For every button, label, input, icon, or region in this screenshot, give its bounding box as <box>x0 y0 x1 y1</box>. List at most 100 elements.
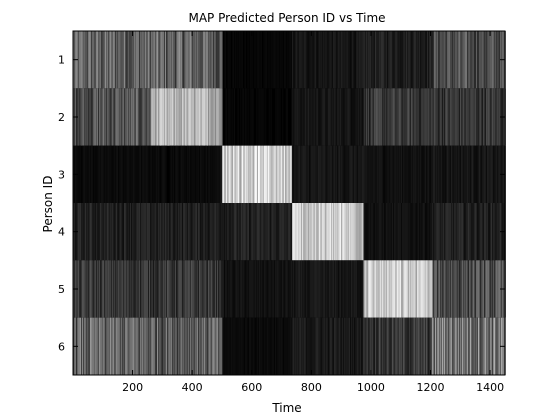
heatmap-cell <box>207 317 209 375</box>
heatmap-cell <box>114 317 116 375</box>
heatmap-cell <box>248 31 250 89</box>
heatmap-cell <box>400 145 402 203</box>
heatmap-cell <box>257 203 259 261</box>
heatmap-cell <box>129 88 131 146</box>
heatmap-cell <box>92 203 94 261</box>
heatmap-cell <box>426 260 428 318</box>
heatmap-cell <box>415 88 417 146</box>
heatmap-cell <box>434 203 437 261</box>
heatmap-cell <box>107 88 110 146</box>
heatmap-cell <box>493 317 495 375</box>
heatmap-cell <box>298 31 300 89</box>
heatmap-cell <box>174 31 176 89</box>
heatmap-cell <box>207 203 210 261</box>
heatmap-cell <box>165 317 167 375</box>
heatmap-cell <box>218 203 220 261</box>
heatmap-cell <box>189 260 191 318</box>
heatmap-cell <box>449 317 451 375</box>
heatmap-cell <box>475 260 477 318</box>
heatmap-cell <box>374 31 376 89</box>
heatmap-cell <box>361 88 363 146</box>
heatmap-cell <box>412 31 414 89</box>
heatmap-cell <box>477 145 480 203</box>
heatmap-cell <box>295 317 297 375</box>
heatmap-cell <box>467 203 469 261</box>
heatmap-cell <box>396 317 398 375</box>
heatmap-cell <box>190 317 193 375</box>
heatmap-cell <box>181 317 183 375</box>
heatmap-cell <box>403 145 405 203</box>
heatmap-cell <box>408 317 410 375</box>
heatmap-cell <box>219 145 221 203</box>
heatmap-cell <box>91 203 93 261</box>
heatmap-cell <box>289 31 291 89</box>
heatmap-cell <box>190 88 193 146</box>
heatmap-cell <box>268 145 270 203</box>
heatmap-cell <box>127 88 129 146</box>
heatmap-cell <box>298 145 300 203</box>
heatmap-cell <box>364 260 366 318</box>
heatmap-cell <box>313 317 315 375</box>
heatmap-cell <box>125 203 127 261</box>
heatmap-cell <box>315 145 317 203</box>
heatmap-cell <box>140 31 143 89</box>
heatmap-cell <box>243 260 245 318</box>
heatmap-cell <box>471 145 473 203</box>
heatmap-cell <box>323 145 325 203</box>
heatmap-cell <box>157 260 159 318</box>
heatmap-cell <box>459 31 461 89</box>
heatmap-cell <box>379 145 381 203</box>
heatmap-cell <box>147 88 149 146</box>
heatmap-cell <box>465 203 467 261</box>
heatmap-cell <box>297 317 299 375</box>
heatmap-cell <box>353 203 355 261</box>
heatmap-cell <box>276 203 278 261</box>
heatmap-cell <box>375 31 377 89</box>
heatmap-cell <box>455 88 457 146</box>
heatmap-cell <box>249 203 251 261</box>
heatmap-cell <box>404 260 406 318</box>
heatmap-cell <box>367 31 370 89</box>
heatmap-cell <box>434 31 436 89</box>
heatmap-cell <box>348 31 350 89</box>
heatmap-cell <box>354 260 356 318</box>
heatmap-cell <box>391 317 393 375</box>
heatmap-cell <box>156 203 158 261</box>
heatmap-cell <box>438 31 440 89</box>
heatmap-cell <box>199 88 202 146</box>
heatmap-cell <box>79 145 81 203</box>
heatmap-cell <box>487 31 489 89</box>
heatmap-cell <box>141 317 144 375</box>
heatmap-cell <box>359 317 361 375</box>
heatmap-cell <box>232 260 234 318</box>
heatmap-cell <box>471 203 473 261</box>
heatmap-cell <box>315 31 317 89</box>
heatmap-cell <box>344 31 346 89</box>
heatmap-cell <box>252 317 254 375</box>
heatmap-cell <box>347 317 349 375</box>
heatmap-cell <box>420 317 422 375</box>
heatmap-cell <box>408 31 410 89</box>
heatmap-cell <box>358 203 360 261</box>
chart-title: MAP Predicted Person ID vs Time <box>188 11 385 25</box>
heatmap-cell <box>147 317 149 375</box>
heatmap-cell <box>157 203 159 261</box>
heatmap-cell <box>377 31 379 89</box>
heatmap-cell <box>110 88 112 146</box>
heatmap-cell <box>382 203 384 261</box>
heatmap-cell <box>137 31 139 89</box>
heatmap-cell <box>422 31 424 89</box>
heatmap-cell <box>255 203 257 261</box>
heatmap-cell <box>86 260 88 318</box>
heatmap-cell <box>356 88 358 146</box>
heatmap-cell <box>450 31 452 89</box>
heatmap-cell <box>413 317 415 375</box>
heatmap-cell <box>84 31 86 89</box>
heatmap-cell <box>183 31 186 89</box>
heatmap-cell <box>308 317 311 375</box>
heatmap-cell <box>443 88 445 146</box>
heatmap-cell <box>451 203 453 261</box>
heatmap-cell <box>386 203 388 261</box>
heatmap-cell <box>436 317 438 375</box>
heatmap-cell <box>443 145 445 203</box>
